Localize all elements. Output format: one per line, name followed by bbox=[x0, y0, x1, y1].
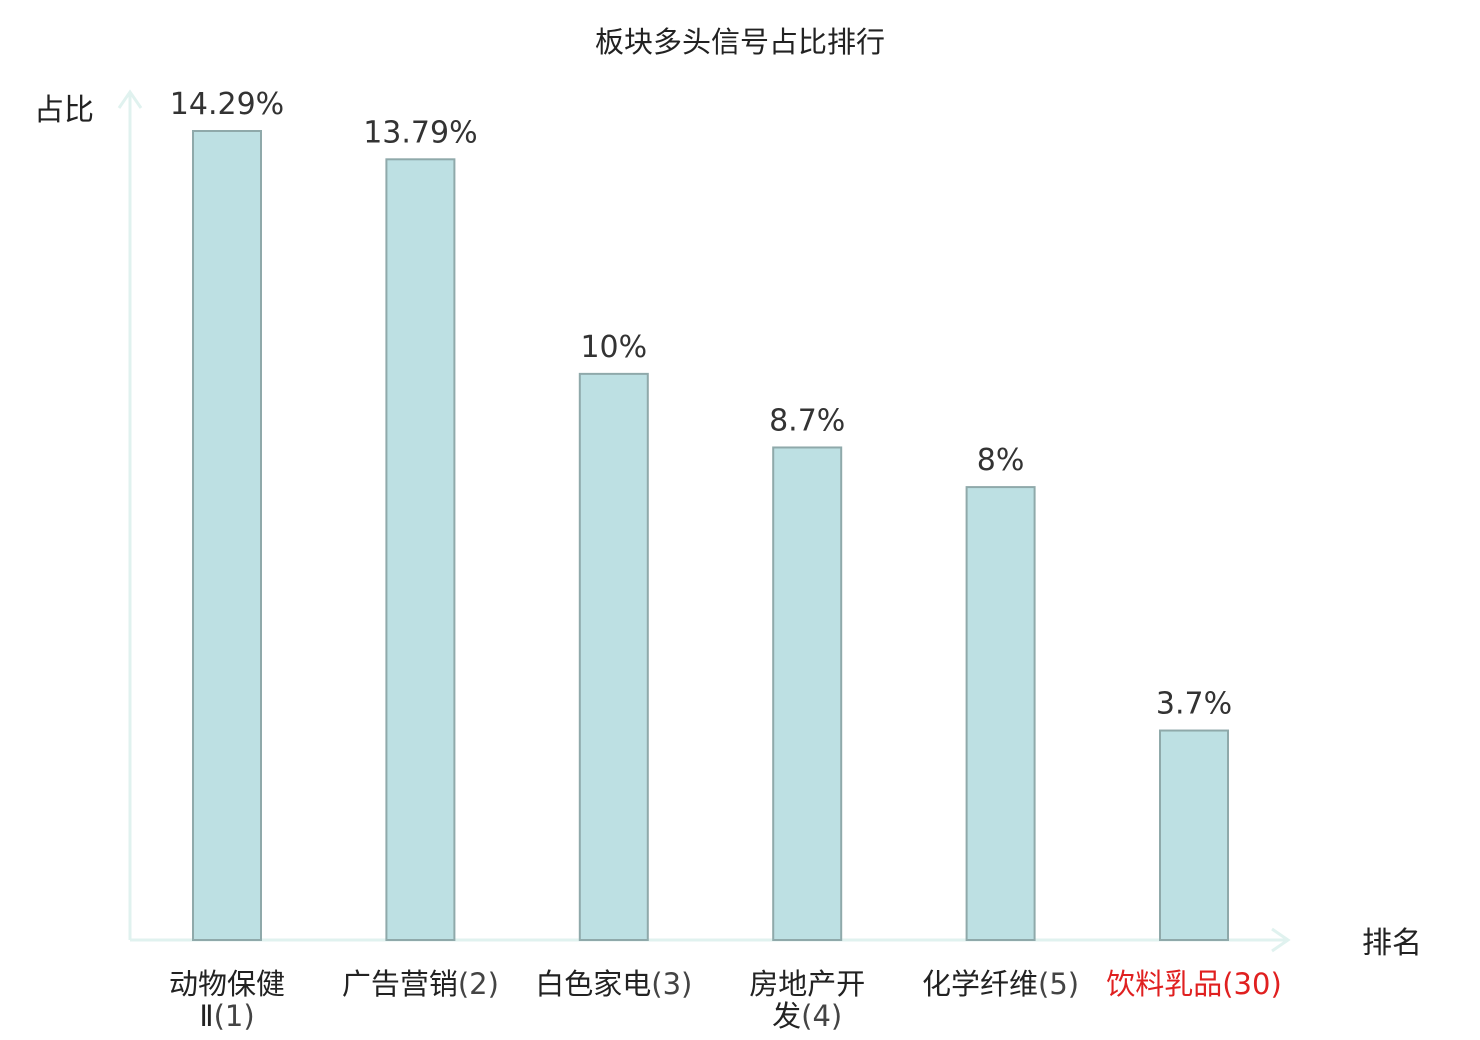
bar-5 bbox=[965, 486, 1036, 941]
chart-title: 板块多头信号占比排行 bbox=[595, 25, 885, 59]
value-label-1: 14.29% bbox=[170, 87, 284, 122]
y-axis bbox=[117, 89, 143, 940]
value-label-6: 3.7% bbox=[1156, 687, 1232, 722]
category-label-2: 广告营销(2) bbox=[342, 967, 499, 1001]
category-labels-group: 动物保健 Ⅱ(1) 广告营销(2) 白色家电(3) 房地产开发(4) 化学纤维(5) 饮料乳… bbox=[169, 967, 1282, 1033]
bar-4 bbox=[772, 446, 843, 941]
category-label-4: 房地产开发(4) bbox=[749, 967, 865, 1033]
bar-1 bbox=[192, 130, 262, 941]
value-labels-group: 14.29% 13.79% 10% 8.7% 8% 3.7% bbox=[170, 87, 1232, 722]
value-label-2: 13.79% bbox=[363, 115, 477, 150]
bar-3 bbox=[578, 372, 649, 942]
value-label-3: 10% bbox=[580, 330, 647, 365]
category-label-5: 化学纤维(5) bbox=[922, 967, 1079, 1001]
category-label-6: 饮料乳品(30) bbox=[1106, 967, 1282, 1001]
y-axis-label: 占比 bbox=[34, 93, 94, 128]
category-label-1: 动物保健 Ⅱ(1) bbox=[169, 967, 285, 1033]
value-label-4: 8.7% bbox=[769, 403, 845, 438]
category-label-3: 白色家电(3) bbox=[535, 967, 692, 1001]
x-axis bbox=[130, 927, 1291, 953]
bar-6 bbox=[1159, 729, 1229, 942]
x-axis-label: 排名 bbox=[1362, 926, 1422, 961]
bar-2 bbox=[385, 158, 456, 941]
value-label-5: 8% bbox=[977, 443, 1025, 478]
bars-group bbox=[192, 130, 1229, 942]
